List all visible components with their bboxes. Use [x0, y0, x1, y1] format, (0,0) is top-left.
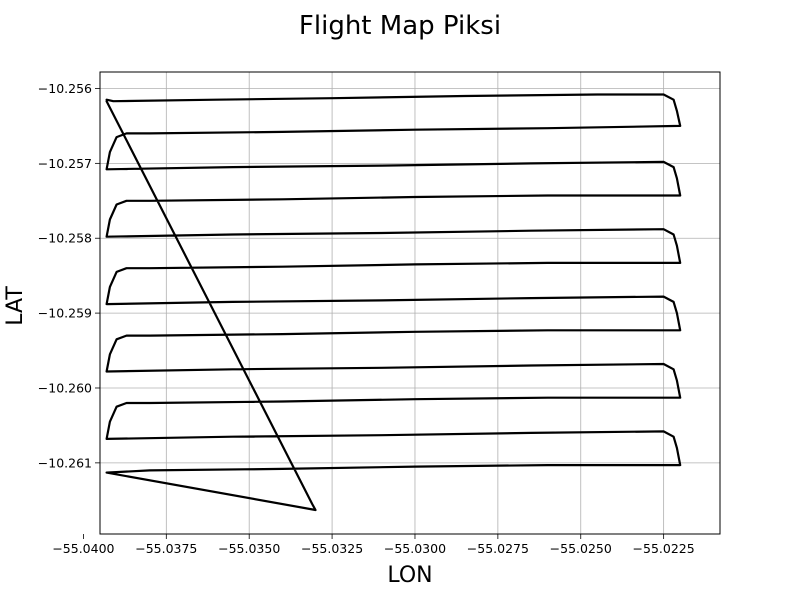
flight-track-line: [105, 93, 682, 512]
y-tick-label: −10.257: [38, 156, 92, 171]
x-tick-label: −55.0375: [135, 541, 197, 556]
y-tick-label: −10.258: [38, 231, 92, 246]
x-tick-label: −55.0275: [467, 541, 529, 556]
x-tick-label: −55.0225: [633, 541, 695, 556]
flight-track-group: [105, 93, 682, 512]
x-tick-label: −55.0300: [384, 541, 446, 556]
y-tick-label: −10.256: [38, 81, 92, 96]
y-axis-label: LAT: [3, 286, 28, 326]
y-tick-label: −10.261: [38, 455, 92, 470]
chart-title: Flight Map Piksi: [299, 11, 501, 41]
plot-area-frame: [99, 71, 721, 535]
x-tick-label: −55.0325: [301, 541, 363, 556]
axis-ticks: −55.0400 −55.0375 −55.0350 −55.0325 −55.0300…: [38, 81, 695, 556]
y-tick-label: −10.260: [38, 380, 92, 395]
grid-lines: [100, 72, 720, 534]
x-tick-label: −55.0250: [550, 541, 612, 556]
x-axis-label: LON: [387, 563, 432, 588]
x-tick-label: −55.0350: [218, 541, 280, 556]
y-tick-label: −10.259: [38, 306, 92, 321]
x-tick-label: −55.0400: [52, 541, 114, 556]
